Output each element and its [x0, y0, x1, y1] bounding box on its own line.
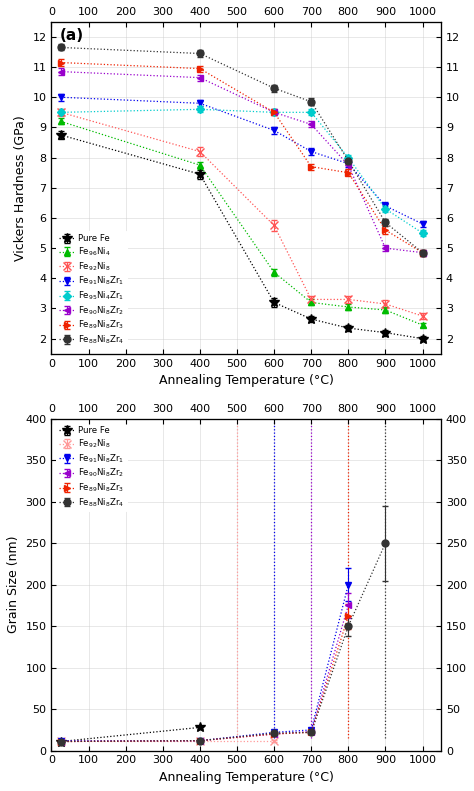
Y-axis label: Vickers Hardness (GPa): Vickers Hardness (GPa) [14, 115, 27, 261]
Text: (b): (b) [59, 426, 84, 441]
Text: (a): (a) [59, 28, 83, 44]
X-axis label: Annealing Temperature (°C): Annealing Temperature (°C) [159, 374, 334, 387]
Legend: Pure Fe, Fe$_{96}$Ni$_4$, Fe$_{92}$Ni$_8$, Fe$_{91}$Ni$_8$Zr$_1$, Fe$_{95}$Ni$_4: Pure Fe, Fe$_{96}$Ni$_4$, Fe$_{92}$Ni$_8… [56, 231, 128, 350]
X-axis label: Annealing Temperature (°C): Annealing Temperature (°C) [159, 771, 334, 784]
Y-axis label: Grain Size (nm): Grain Size (nm) [7, 536, 20, 634]
Legend: Pure Fe, Fe$_{92}$Ni$_8$, Fe$_{91}$Ni$_8$Zr$_1$, Fe$_{90}$Ni$_8$Zr$_2$, Fe$_{89}: Pure Fe, Fe$_{92}$Ni$_8$, Fe$_{91}$Ni$_8… [56, 423, 128, 512]
